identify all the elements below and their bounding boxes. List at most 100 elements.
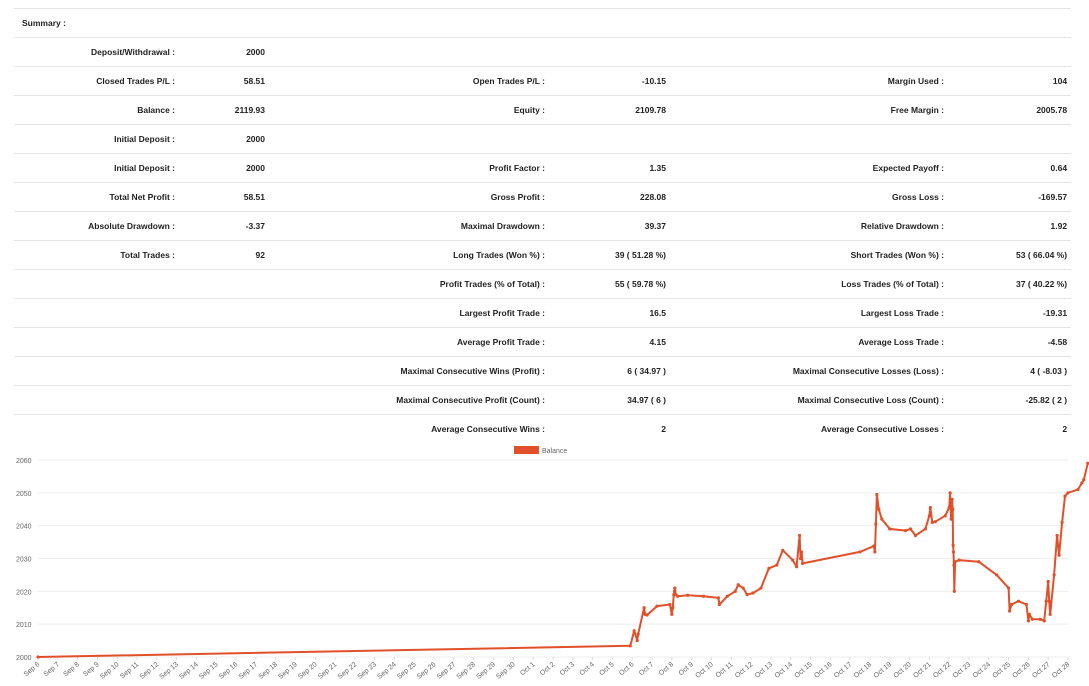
- x-tick-label: Oct 10: [694, 661, 714, 680]
- y-tick-label: 2030: [16, 557, 32, 564]
- stat-label: Closed Trades P/L :: [14, 66, 179, 96]
- x-tick-label: Oct 21: [912, 661, 932, 680]
- data-point: [877, 507, 881, 511]
- stat-label: Short Trades (Won %) :: [670, 240, 948, 270]
- summary-row: Balance :2119.93 Equity :2109.78 Free Marg…: [14, 95, 1072, 125]
- data-point: [632, 629, 636, 633]
- legend-swatch: [514, 446, 539, 454]
- data-point: [1057, 553, 1061, 557]
- x-tick-label: Sep 28: [456, 661, 478, 681]
- summary-row: Closed Trades P/L :58.51 Open Trades P/L …: [14, 66, 1072, 96]
- data-point: [952, 589, 956, 593]
- data-point: [741, 586, 745, 590]
- x-tick-label: Oct 7: [638, 661, 655, 677]
- data-point: [751, 591, 755, 595]
- x-tick-label: Oct 8: [658, 661, 675, 677]
- stat-value: 2119.93: [179, 95, 269, 125]
- stat-label: [14, 298, 179, 328]
- stat-value: 2000: [179, 124, 269, 154]
- stat-value: 2000: [179, 153, 269, 183]
- data-point: [1027, 612, 1031, 616]
- data-point: [1086, 461, 1089, 465]
- stat-value: -3.37: [179, 211, 269, 241]
- x-tick-label: Oct 13: [754, 661, 774, 680]
- stat-value: 1.92: [948, 211, 1072, 241]
- x-tick-label: Oct 5: [598, 661, 615, 677]
- x-tick-label: Oct 6: [618, 661, 635, 677]
- data-point: [791, 558, 795, 562]
- data-point: [1016, 599, 1021, 603]
- stat-value: 2000: [179, 37, 269, 67]
- legend-label: Balance: [542, 448, 567, 455]
- stat-label: Maximal Drawdown :: [269, 211, 549, 241]
- stat-value: [948, 124, 1072, 154]
- data-point: [930, 520, 934, 524]
- summary-row: Average Profit Trade :4.15 Average Loss T…: [14, 327, 1072, 357]
- data-point: [1047, 599, 1051, 603]
- summary-row: Maximal Consecutive Wins (Profit) :6 ( 3…: [14, 356, 1072, 386]
- summary-title-row: Summary :: [14, 8, 1072, 38]
- stat-label: [269, 124, 549, 154]
- stat-label: Expected Payoff :: [670, 153, 948, 183]
- data-point: [927, 514, 931, 518]
- stat-value: 16.5: [549, 298, 670, 328]
- data-point: [1042, 619, 1046, 623]
- x-tick-label: Sep 29: [475, 661, 497, 681]
- stat-label: [14, 414, 179, 443]
- x-tick-label: Oct 22: [932, 661, 952, 680]
- data-point: [908, 527, 913, 531]
- data-point: [880, 517, 884, 521]
- data-point: [1082, 478, 1086, 482]
- stat-label: Deposit/Withdrawal :: [14, 37, 179, 67]
- summary-row: Initial Deposit :2000: [14, 124, 1072, 154]
- stat-value: -4.58: [948, 327, 1072, 357]
- x-tick-label: Sep 21: [317, 661, 339, 681]
- data-point: [635, 638, 639, 643]
- stat-label: Initial Deposit :: [14, 153, 179, 183]
- x-tick-label: Oct 2: [539, 661, 556, 677]
- data-point: [799, 550, 804, 554]
- stat-label: Profit Trades (% of Total) :: [269, 269, 549, 299]
- data-point: [1055, 533, 1059, 538]
- y-tick-label: 2020: [16, 589, 32, 596]
- data-point: [645, 613, 649, 617]
- x-tick-label: Sep 10: [99, 661, 121, 681]
- stat-label: Average Profit Trade :: [269, 327, 549, 357]
- data-point: [759, 586, 763, 590]
- y-tick-label: 2040: [16, 524, 32, 531]
- data-point: [1024, 602, 1029, 607]
- data-point: [875, 492, 879, 497]
- stat-label: Largest Loss Trade :: [670, 298, 948, 328]
- data-point: [1063, 494, 1067, 498]
- x-tick-label: Sep 26: [416, 661, 438, 681]
- data-point: [671, 606, 675, 610]
- stat-label: Gross Loss :: [670, 182, 948, 212]
- y-tick-label: 2000: [16, 655, 32, 662]
- data-point: [1007, 609, 1012, 613]
- stat-label: [269, 37, 549, 67]
- stat-label: [14, 327, 179, 357]
- data-point: [725, 594, 729, 598]
- summary-row: Profit Trades (% of Total) :55 ( 59.78 %…: [14, 269, 1072, 299]
- data-point: [1044, 599, 1048, 603]
- x-tick-label: Oct 28: [1051, 661, 1071, 680]
- x-tick-label: Sep 27: [436, 661, 458, 681]
- stat-label: Maximal Consecutive Wins (Profit) :: [269, 356, 549, 386]
- summary-table: Summary : Deposit/Withdrawal :2000 Closed…: [14, 8, 1072, 443]
- data-point: [949, 504, 954, 508]
- data-point: [798, 556, 803, 561]
- stat-value: 39 ( 51.28 %): [549, 240, 670, 270]
- data-point: [736, 583, 740, 587]
- data-point: [672, 589, 677, 593]
- data-point: [858, 550, 862, 554]
- stat-value: [179, 414, 269, 443]
- data-point: [1030, 617, 1034, 621]
- y-tick-label: 2060: [16, 458, 32, 465]
- data-point: [1048, 612, 1052, 616]
- data-point: [733, 589, 737, 593]
- stat-value: 55 ( 59.78 %): [549, 269, 670, 299]
- data-point: [1009, 602, 1014, 607]
- stat-label: Equity :: [269, 95, 549, 125]
- balance-chart-container: 2000 2010 2020 2030 2040 2050 2060 Sep 6 Sep 7 Se…: [0, 440, 1089, 681]
- data-point: [948, 491, 952, 495]
